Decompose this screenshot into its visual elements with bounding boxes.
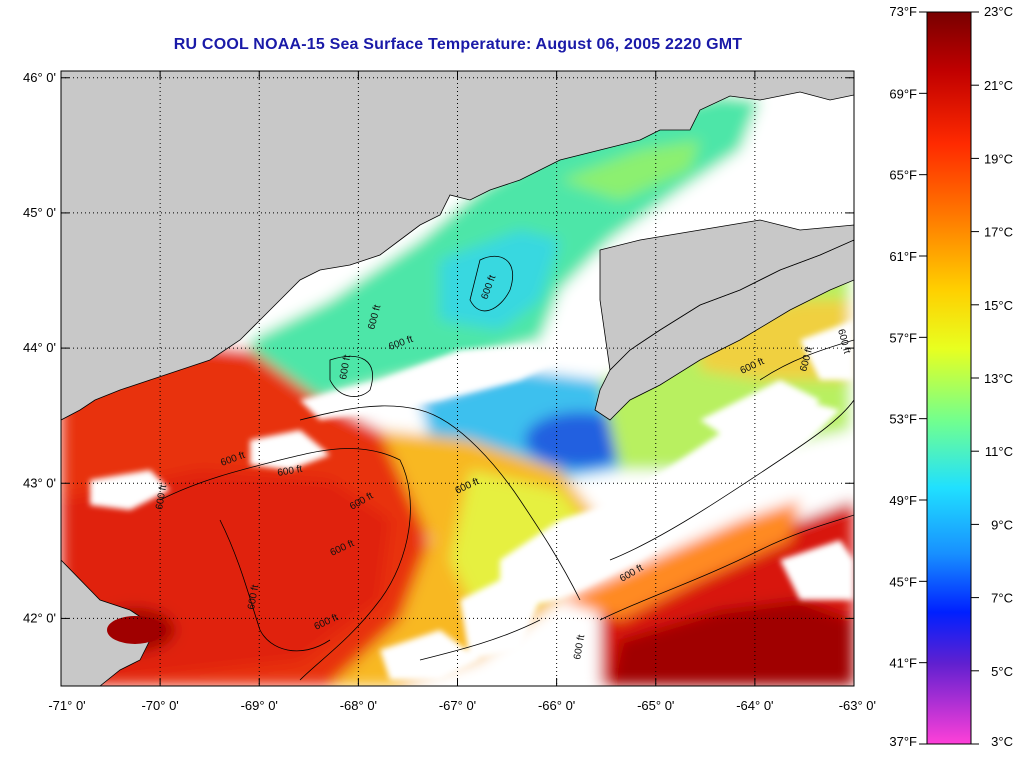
latitude-axis: 46° 0' 45° 0' 44° 0' 43° 0' 42° 0' [23,70,854,625]
colorbar-f-label: 49°F [889,493,917,508]
gridlines [61,71,854,686]
colorbar-gradient [926,11,972,745]
svg-text:600 ft: 600 ft [246,584,261,611]
lat-tick-label: 42° 0' [23,610,56,625]
lon-tick-label: -65° 0' [637,698,674,713]
land [61,71,854,686]
svg-text:600 ft: 600 ft [572,634,587,661]
colorbar-c-label: 19°C [984,151,1013,166]
colorbar-c-label: 3°C [991,734,1013,749]
colorbar-fahrenheit-labels: 73°F 69°F 65°F 61°F 57°F 53°F 49°F 45°F 41°F 37°F [889,4,927,749]
svg-text:600 ft: 600 ft [154,484,169,511]
lon-tick-label: -64° 0' [736,698,773,713]
colorbar-c-label: 23°C [984,4,1013,19]
colorbar-f-label: 45°F [889,574,917,589]
colorbar-c-label: 17°C [984,225,1013,240]
colorbar-c-label: 9°C [991,517,1013,532]
colorbar-c-label: 5°C [991,664,1013,679]
colorbar-f-label: 37°F [889,734,917,749]
colorbar-f-label: 57°F [889,330,917,345]
colorbar-f-label: 53°F [889,412,917,427]
lon-tick-label: -68° 0' [340,698,377,713]
lon-tick-label: -71° 0' [48,698,85,713]
bathymetry-contours [159,255,854,681]
lat-tick-label: 46° 0' [23,70,56,85]
lon-tick-label: -70° 0' [141,698,178,713]
colorbar-f-label: 61°F [889,249,917,264]
cape-cod-bay [107,616,163,644]
longitude-axis: -71° 0' -70° 0' -69° 0' -68° 0' -67° 0' -66° … [48,71,876,713]
lon-tick-label: -66° 0' [538,698,575,713]
colorbar-celsius-labels: 23°C 21°C 19°C 17°C 15°C 13°C 11°C 9°C 7°C 5°C 3°C [971,4,1013,749]
colorbar-f-label: 65°F [889,168,917,183]
svg-text:600 ft: 600 ft [338,354,353,381]
lon-tick-label: -69° 0' [241,698,278,713]
map-title: RU COOL NOAA-15 Sea Surface Temperature:… [173,36,743,53]
lat-tick-label: 43° 0' [23,475,56,490]
sst-field [61,71,854,686]
colorbar-f-label: 73°F [889,4,917,19]
colorbar-c-label: 15°C [984,298,1013,313]
colorbar-c-label: 21°C [984,78,1013,93]
colorbar-c-label: 13°C [984,371,1013,386]
colorbar-c-label: 7°C [991,591,1013,606]
colorbar-c-label: 11°C [985,444,1013,459]
colorbar: 73°F 69°F 65°F 61°F 57°F 53°F 49°F 45°F 41°F 37°F… [889,4,1013,749]
lon-tick-label: -63° 0' [839,698,876,713]
lon-tick-label: -67° 0' [439,698,476,713]
lat-tick-label: 44° 0' [23,340,56,355]
colorbar-f-label: 41°F [889,656,917,671]
colorbar-f-label: 69°F [889,86,917,101]
lat-tick-label: 45° 0' [23,205,56,220]
svg-text:600 ft: 600 ft [277,464,304,479]
